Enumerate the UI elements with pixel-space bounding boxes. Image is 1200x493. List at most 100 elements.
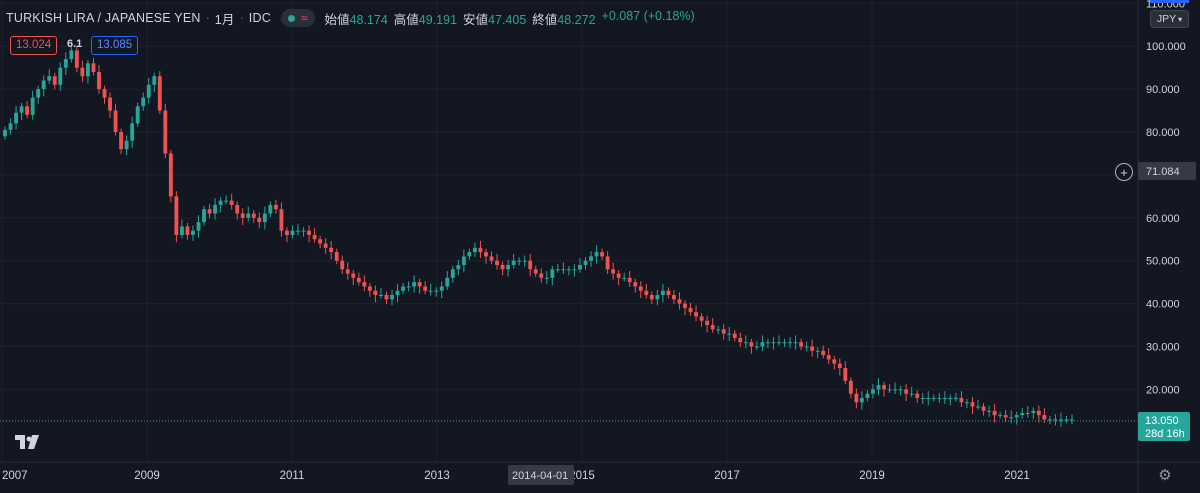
- candle-body: [345, 269, 350, 274]
- candle-body: [627, 277, 632, 283]
- candle-body: [965, 402, 969, 404]
- x-tick-label: 2011: [280, 470, 305, 482]
- y-tick-label: 40.000: [1146, 299, 1180, 311]
- candle-body: [649, 295, 654, 300]
- candle-body: [19, 106, 24, 113]
- candle-body: [224, 200, 229, 202]
- candle-body: [472, 247, 477, 253]
- candle-body: [168, 153, 173, 197]
- candle-body: [1070, 419, 1074, 421]
- candle-body: [251, 213, 256, 218]
- currency-button[interactable]: JPY ▾: [1150, 10, 1189, 28]
- data-delay-icon: ≈: [300, 11, 308, 25]
- candle-body: [998, 415, 1003, 417]
- candle-body: [970, 402, 975, 407]
- candle-body: [179, 226, 184, 235]
- symbol-header: TURKISH LIRA / JAPANESE YEN · 1月 · IDC ≈…: [6, 9, 695, 27]
- crosshair-price-label: 71.084: [1138, 162, 1196, 180]
- candle-body: [489, 256, 494, 261]
- candle-body: [511, 260, 516, 265]
- candle-body: [152, 76, 157, 85]
- candle-body: [91, 63, 96, 72]
- candle-body: [14, 112, 18, 124]
- candle-body: [395, 290, 400, 296]
- candle-body: [882, 385, 886, 390]
- candle-body: [572, 269, 577, 271]
- price-axis[interactable]: 110.000100.00090.00080.00070.00060.00050…: [1146, 0, 1186, 396]
- candle-body: [522, 260, 527, 262]
- candle-body: [600, 252, 605, 257]
- candle-body: [981, 406, 986, 411]
- candle-body: [611, 269, 616, 274]
- gear-icon[interactable]: ⚙: [1158, 467, 1172, 484]
- candle-body: [340, 260, 345, 270]
- candle-body: [47, 76, 52, 81]
- symbol-name[interactable]: TURKISH LIRA / JAPANESE YEN: [6, 11, 201, 25]
- candle-body: [1009, 417, 1014, 419]
- candle-body: [74, 50, 79, 68]
- candle-body: [539, 273, 544, 278]
- candle-body: [351, 273, 356, 278]
- candle-body: [213, 204, 218, 214]
- candle-body: [102, 89, 107, 98]
- candle-body: [594, 252, 599, 257]
- candle-body: [406, 286, 411, 288]
- last-price-label: 13.050 28d 16h: [1138, 412, 1190, 441]
- countdown-text: 28d 16h: [1145, 428, 1185, 440]
- crosshair-date-text: 2014-04-01: [512, 470, 568, 482]
- candle-body: [694, 312, 698, 317]
- candle-body: [926, 397, 931, 399]
- candle-body: [732, 333, 737, 338]
- candle-body: [439, 286, 444, 291]
- candle-body: [782, 342, 787, 344]
- candle-body: [566, 269, 571, 271]
- candle-body: [58, 67, 63, 85]
- candle-body: [379, 295, 383, 297]
- low-label: 安値: [463, 12, 489, 27]
- candle-body: [240, 213, 245, 218]
- candle-body: [467, 252, 472, 257]
- y-tick-label: 100.000: [1146, 41, 1186, 53]
- sell-price-box[interactable]: 13.024: [10, 36, 58, 55]
- candle-body: [843, 367, 848, 381]
- candle-body: [174, 196, 179, 235]
- candle-body: [859, 397, 864, 403]
- candle-body: [788, 342, 792, 344]
- candle-body: [401, 286, 405, 291]
- candle-body: [561, 269, 566, 271]
- candle-body: [898, 389, 903, 391]
- crosshair-date-label: 2014-04-01: [508, 465, 574, 485]
- candle-body: [1020, 412, 1025, 416]
- candle-body: [544, 277, 549, 279]
- candle-body: [727, 333, 732, 335]
- candle-body: [578, 264, 582, 270]
- candle-body: [1059, 419, 1063, 421]
- candle-body: [644, 290, 649, 296]
- status-pill[interactable]: ≈: [280, 9, 315, 27]
- candle-body: [555, 269, 560, 271]
- tradingview-logo-icon[interactable]: [11, 431, 43, 453]
- candle-body: [506, 264, 511, 270]
- candle-body: [666, 290, 671, 296]
- plus-circle-icon[interactable]: +: [1115, 163, 1133, 181]
- candle-body: [163, 110, 168, 154]
- candle-body: [279, 209, 284, 231]
- buy-price-box[interactable]: 13.085: [91, 36, 139, 55]
- candle-body: [500, 264, 505, 270]
- candle-body: [672, 295, 676, 300]
- candle-body: [959, 397, 964, 403]
- candle-body: [423, 286, 428, 291]
- candle-body: [622, 277, 627, 279]
- candle-body: [235, 204, 240, 214]
- candle-body: [296, 230, 300, 232]
- open-label: 始値: [324, 12, 350, 27]
- y-tick-label: 110.000: [1146, 0, 1185, 10]
- candle-body: [942, 397, 947, 399]
- candle-body: [804, 346, 809, 348]
- candle-body: [660, 290, 665, 296]
- candle-body: [301, 230, 306, 232]
- candle-body: [218, 200, 223, 205]
- interval-label[interactable]: 1月: [214, 12, 235, 27]
